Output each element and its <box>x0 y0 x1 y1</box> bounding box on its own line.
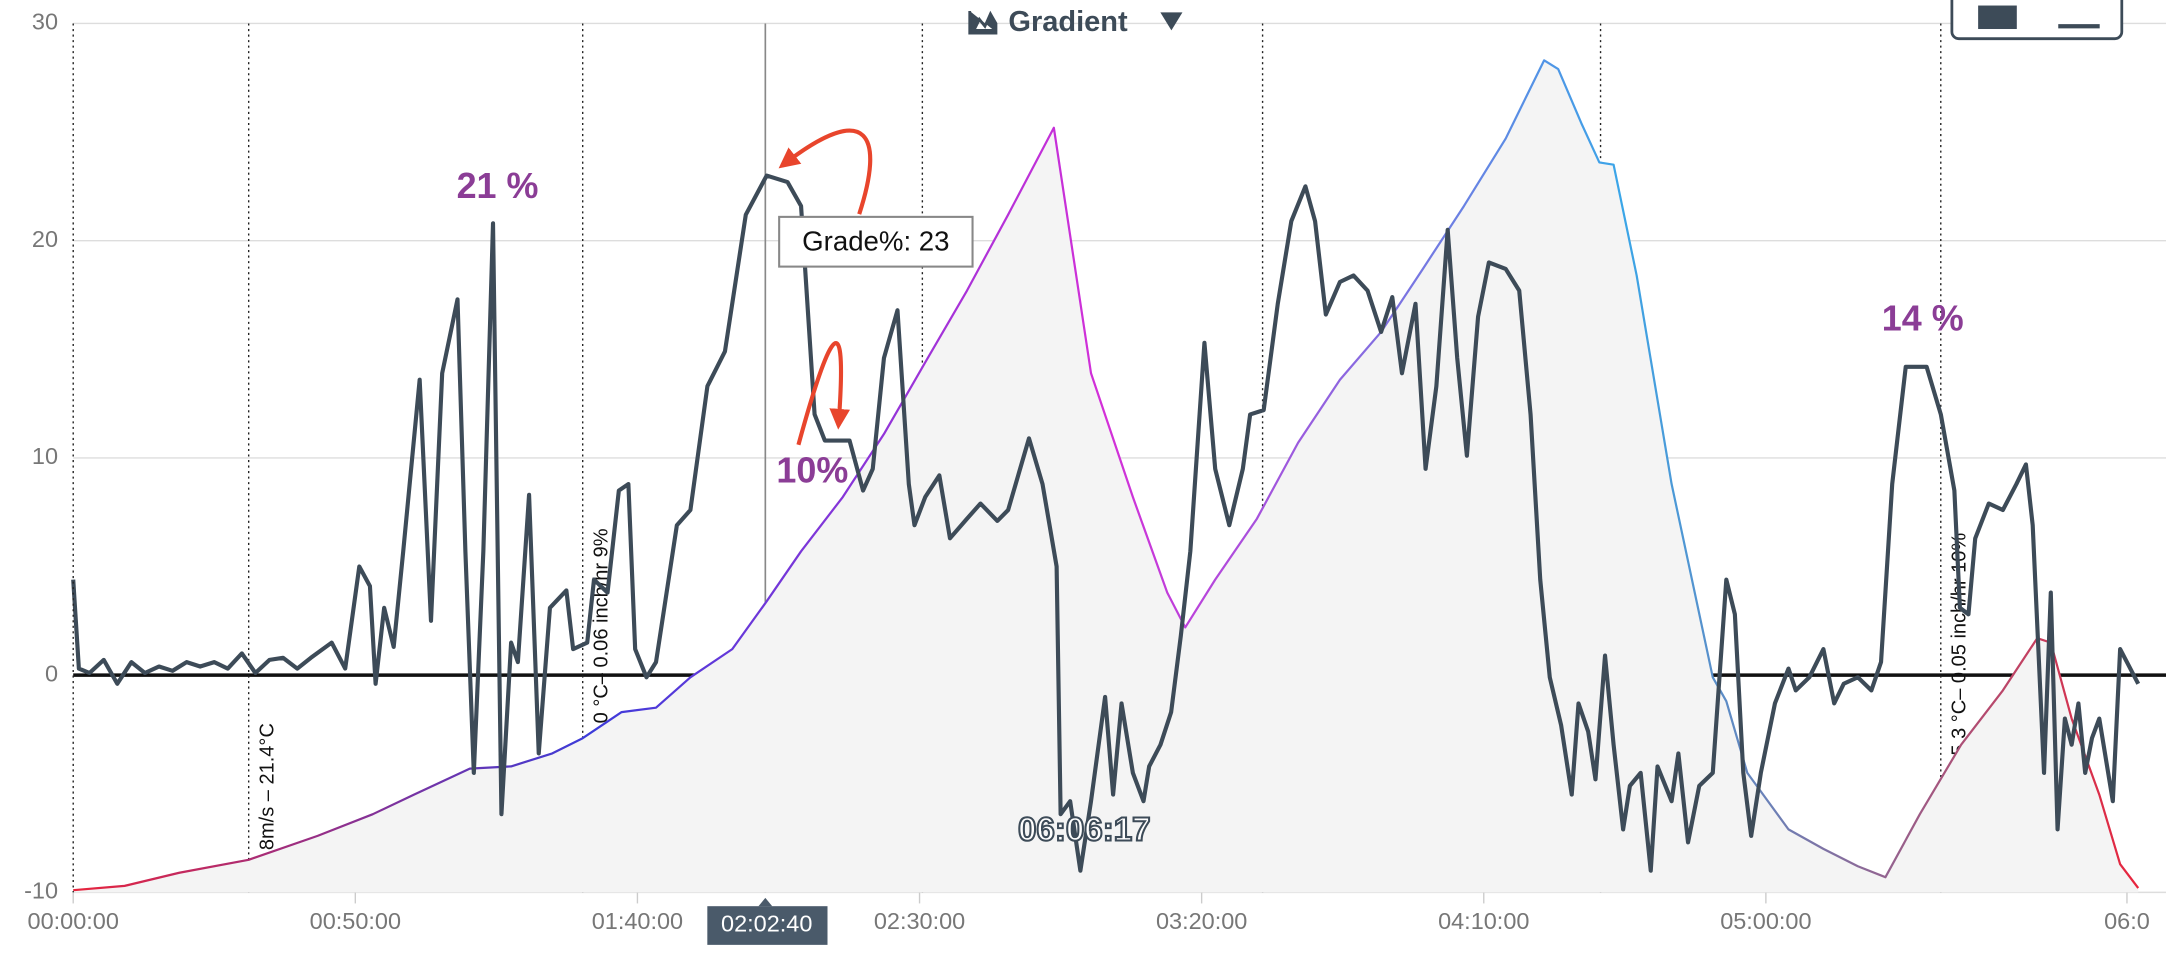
marker-label: N 2.8m/s – 21.4°C <box>256 723 278 887</box>
annotation: 14 % <box>1882 298 1964 339</box>
title[interactable]: Gradient <box>968 6 1183 38</box>
annotation: 21 % <box>457 165 539 206</box>
line <box>73 59 2140 892</box>
x-tick-label: 02:30:00 <box>874 908 965 934</box>
tooltip-box <box>778 215 974 268</box>
toolbar[interactable] <box>1950 0 2124 41</box>
y-tick-label: 0 <box>45 660 58 686</box>
x-tick-label: 04:10:00 <box>1438 908 1529 934</box>
x-tick-label: 06:0 <box>2104 908 2150 934</box>
line <box>71 173 2141 873</box>
arrow <box>796 341 851 446</box>
x-tick-label: 05:00:00 <box>1720 908 1811 934</box>
time-annotation: 06:06:17 <box>1018 811 1151 848</box>
y-tick-label: -10 <box>24 878 58 904</box>
tooltip-text: Grade%: 23 <box>802 225 949 256</box>
y-tick-label: 10 <box>32 443 58 469</box>
x-tick-label: 00:50:00 <box>310 908 401 934</box>
area <box>73 60 2139 893</box>
toolbar-icon[interactable] <box>1978 5 2017 30</box>
cursor-label-pointer <box>758 897 773 907</box>
x-tick-label: 00:00:00 <box>28 908 119 934</box>
y-tick-label: 20 <box>32 226 58 252</box>
x-tick-label: 01:40:00 <box>592 908 683 934</box>
dropdown-arrow[interactable] <box>1160 12 1183 31</box>
chart-title[interactable]: Gradient <box>1008 6 1128 38</box>
cursor-label: 02:02:40 <box>721 911 812 937</box>
arrow <box>778 128 873 215</box>
chart-icon <box>968 10 998 35</box>
y-tick-label: 30 <box>32 9 58 35</box>
cursor-label-bg <box>707 906 828 945</box>
annotation: 10% <box>776 450 848 491</box>
x-tick-label: 03:20:00 <box>1156 908 1247 934</box>
